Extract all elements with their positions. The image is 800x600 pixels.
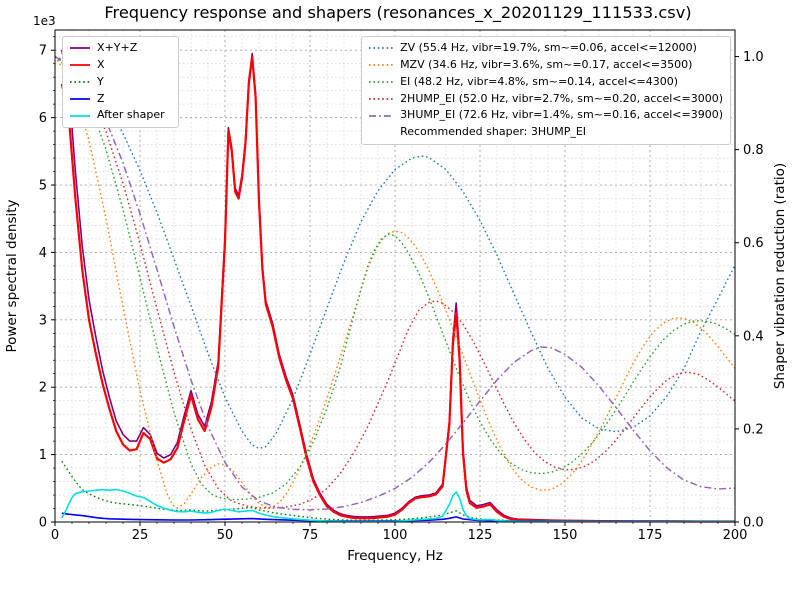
tick-label: 0.2 [743,422,764,437]
legend-line-sample [70,98,90,100]
tick-label: 5 [39,179,47,194]
tick-label: 1.0 [743,50,764,65]
series-z-line [61,512,736,523]
y-axis-label-left: Power spectral density [4,199,20,352]
tick-label: 4 [39,246,47,261]
y-axis-offset-label: 1e3 [33,14,56,28]
tick-label: 0 [51,528,59,543]
tick-label: 0.0 [743,516,764,531]
legend-entry-hump3: 3HUMP_EI (72.6 Hz, vibr=1.4%, sm~=0.16, … [368,107,723,124]
legend-line-sample [70,64,90,67]
legend-entry-label: ZV (55.4 Hz, vibr=19.7%, sm~=0.06, accel… [400,41,697,54]
legend-line-sample [369,114,394,117]
legend-line-sample [70,47,90,50]
legend-entry-label: X+Y+Z [97,41,138,54]
y-axis-label-right: Shaper vibration reduction (ratio) [772,163,788,389]
legend-line-sample [369,98,394,100]
legend-entry-zv: ZV (55.4 Hz, vibr=19.7%, sm~=0.06, accel… [368,40,723,57]
tick-label: 0 [39,516,47,531]
tick-label: 0.8 [743,143,764,158]
chart-title: Frequency response and shapers (resonanc… [104,3,691,23]
legend-entry-label: MZV (34.6 Hz, vibr=3.6%, sm~=0.17, accel… [400,57,693,71]
legend-line-sample [369,47,394,50]
legend-entry-label: 2HUMP_EI (52.0 Hz, vibr=2.7%, sm~=0.20, … [400,91,723,105]
legend-entry-label: Y [97,74,104,88]
tick-label: 7 [39,44,47,59]
tick-label: 50 [217,528,234,543]
tick-label: 2 [39,381,47,396]
legend-entry-hump2: 2HUMP_EI (52.0 Hz, vibr=2.7%, sm~=0.20, … [368,91,723,108]
legend-line-sample [369,64,394,67]
legend-line-sample [70,114,90,117]
tick-label: 3 [39,313,47,328]
tick-label: 6 [39,111,47,126]
legend-note: Recommended shaper: 3HUMP_EI [368,124,723,141]
legend-line-sample [70,81,90,84]
series-hump3-line [54,55,736,511]
legend-entry-z: Z [69,91,171,108]
legend-entry-mzv: MZV (34.6 Hz, vibr=3.6%, sm~=0.17, accel… [368,57,723,74]
tick-label: 100 [383,528,408,543]
series-x-line [60,55,735,523]
legend-entry-y: Y [69,74,171,91]
tick-label: 200 [723,528,748,543]
legend-shapers: ZV (55.4 Hz, vibr=19.7%, sm~=0.06, accel… [361,36,731,146]
legend-entry-ei: EI (48.2 Hz, vibr=4.8%, sm~=0.14, accel<… [368,74,723,91]
legend-entry-label: X [97,57,105,71]
legend-entry-label: 3HUMP_EI (72.6 Hz, vibr=1.4%, sm~=0.16, … [400,108,723,122]
tick-label: 75 [302,528,319,543]
legend-entry-after: After shaper [69,107,171,124]
x-axis-label: Frequency, Hz [347,548,443,564]
legend-entry-xyz: X+Y+Z [69,40,171,57]
tick-label: 25 [132,528,149,543]
tick-label: 0.6 [743,236,764,251]
tick-label: 175 [638,528,663,543]
legend-entry-x: X [69,57,171,74]
tick-label: 0.4 [743,329,764,344]
axis-ticks: 0 25 50 75 100 125 150 175 200 0 1 2 3 4 5 6 7 0.0 0.2 0.4 0… [39,36,764,543]
legend-entry-label: After shaper [97,108,165,122]
tick-label: 150 [553,528,578,543]
tick-label: 125 [468,528,493,543]
legend-note-label: Recommended shaper: 3HUMP_EI [400,125,587,139]
series-lines [54,50,736,523]
series-mzv-line [54,56,736,509]
legend-entry-label: EI (48.2 Hz, vibr=4.8%, sm~=0.14, accel<… [400,74,679,88]
series-after-line [61,488,735,523]
tick-label: 1 [39,448,47,463]
series-hump2-line [54,55,736,509]
legend-entry-label: Z [97,91,105,105]
legend-line-sample [369,81,394,84]
series-zv-line [54,55,736,450]
legend-psd: X+Y+Z X Y Z After shaper [62,36,179,129]
